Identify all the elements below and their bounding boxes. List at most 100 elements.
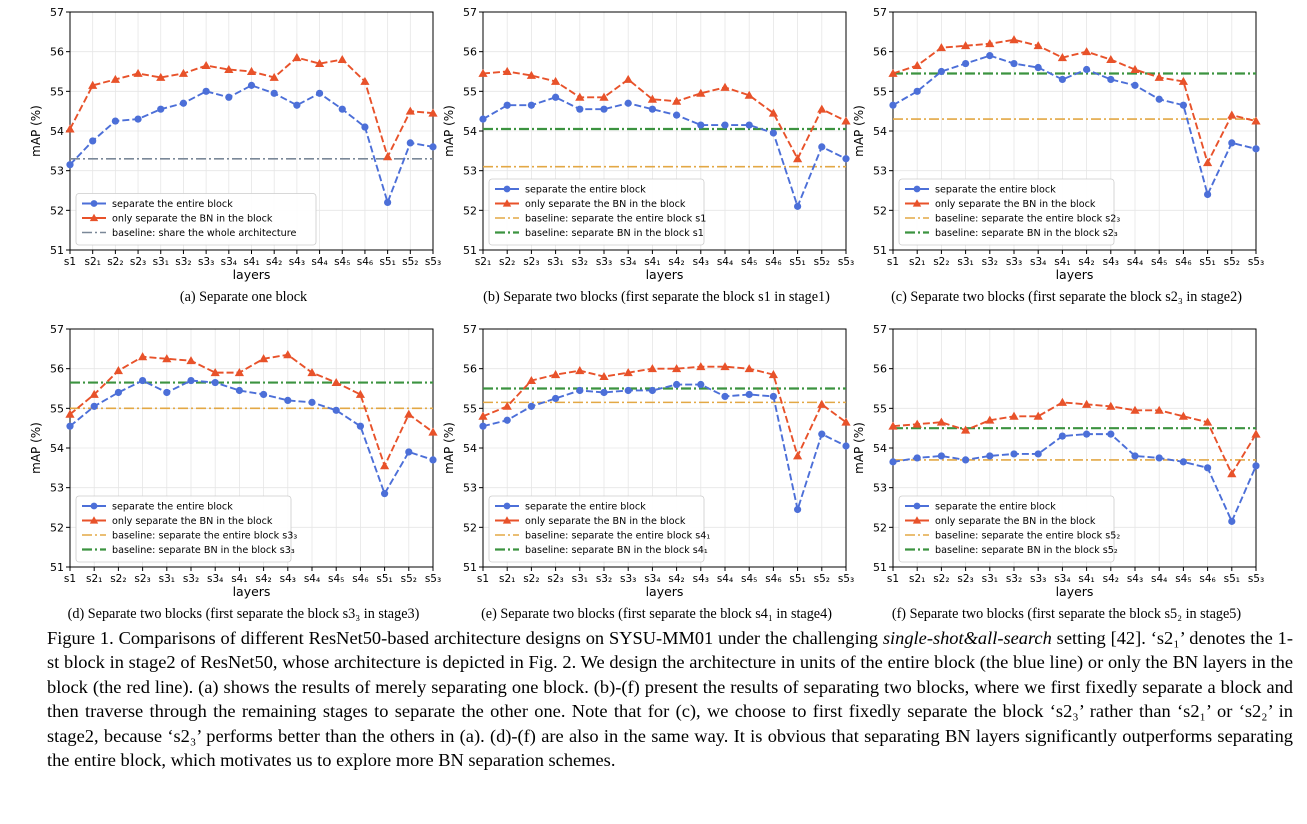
y-tick-label: 54 (50, 442, 64, 455)
data-point-bn-only (551, 76, 561, 85)
x-tick-label: s2₃ (957, 573, 973, 585)
x-tick-label: s3₃ (620, 573, 636, 585)
x-tick-label: s3₁ (159, 573, 175, 585)
y-tick-label: 51 (50, 244, 64, 257)
series-line-bn-only (482, 70, 847, 161)
x-tick-label: s4₅ (1175, 573, 1191, 585)
data-point-bn-only (599, 372, 609, 381)
legend-label: baseline: separate the entire block s1 (525, 214, 706, 225)
data-point-entire-block (315, 89, 324, 97)
data-point-bn-only (575, 366, 585, 375)
data-point-bn-only (744, 90, 754, 99)
data-point-entire-block (284, 396, 292, 404)
x-axis-label: layers (233, 584, 271, 599)
data-point-entire-block (1204, 464, 1212, 472)
legend-label: baseline: separate the entire block s2₃ (935, 214, 1120, 225)
data-point-bn-only (428, 108, 438, 117)
data-point-entire-block (552, 93, 560, 101)
data-point-entire-block (225, 93, 233, 101)
y-tick-label: 54 (463, 442, 477, 455)
data-point-bn-only (331, 377, 341, 386)
data-point-bn-only (502, 401, 512, 410)
data-point-bn-only (246, 66, 257, 75)
data-point-entire-block (576, 105, 584, 113)
data-point-bn-only (672, 96, 682, 105)
y-axis-label: mAP (%) (442, 105, 456, 157)
data-point-entire-block (1034, 63, 1042, 72)
data-point-bn-only (162, 354, 172, 363)
legend-label: baseline: separate BN in the block s1 (525, 228, 704, 239)
legend-label: separate the entire block (935, 502, 1056, 513)
x-tick-label: s4₃ (280, 573, 296, 585)
x-tick-label: s4₅ (1151, 256, 1167, 268)
data-point-bn-only (696, 362, 706, 371)
data-point-bn-only (259, 354, 269, 363)
x-tick-label: s4₂ (668, 256, 684, 268)
data-point-bn-only (307, 368, 317, 377)
data-point-bn-only (1251, 429, 1261, 438)
data-point-entire-block (576, 386, 584, 395)
data-point-bn-only (88, 80, 98, 89)
x-tick-label: s3₂ (175, 256, 191, 268)
data-point-entire-block (89, 137, 97, 145)
legend-label: only separate the BN in the block (112, 214, 273, 225)
legend: separate the entire block only separate t… (898, 495, 1120, 563)
x-tick-label: s3₄ (207, 573, 223, 585)
data-point-bn-only (841, 417, 851, 426)
legend-label: separate the entire block (525, 502, 646, 513)
legend-box (898, 178, 1115, 246)
data-point-bn-only (133, 68, 143, 77)
data-point-entire-block (293, 101, 301, 109)
y-tick-label: 56 (873, 363, 887, 376)
legend: separate the entire block only separate t… (488, 178, 706, 246)
data-point-entire-block (111, 117, 119, 125)
x-tick-label: s5₁ (1199, 256, 1215, 268)
legend: separate the entire block only separate t… (898, 178, 1120, 246)
x-tick-label: s2₂ (523, 573, 539, 585)
data-point-bn-only (793, 451, 803, 460)
legend-box (75, 193, 317, 246)
data-point-bn-only (985, 415, 995, 424)
y-tick-label: 52 (463, 204, 477, 217)
x-tick-label: s3₁ (957, 256, 973, 268)
x-tick-label: s5₃ (838, 256, 854, 268)
data-point-bn-only (888, 68, 898, 77)
data-point-entire-block (1010, 450, 1018, 458)
x-tick-label: s4₄ (1151, 573, 1167, 585)
data-point-entire-block (1228, 517, 1236, 525)
data-point-entire-block (1155, 454, 1163, 462)
data-point-entire-block (1228, 139, 1236, 147)
data-point-bn-only (672, 364, 682, 373)
data-point-entire-block (187, 376, 195, 385)
x-tick-label: s4₄ (717, 573, 733, 585)
x-tick-label: s2₁ (475, 256, 491, 268)
data-point-bn-only (234, 368, 244, 377)
data-point-entire-block (1204, 190, 1212, 199)
x-tick-label: s4₄ (311, 256, 327, 268)
x-tick-label: s2₃ (130, 256, 146, 268)
x-tick-label: s4₁ (243, 256, 259, 268)
panel-subtitle: (f) Separate two blocks (first separate … (892, 606, 1242, 622)
y-tick-label: 51 (873, 561, 887, 574)
x-tick-label: s2₂ (933, 256, 949, 268)
data-point-bn-only (360, 76, 370, 85)
legend-box (488, 495, 705, 563)
data-point-entire-block (794, 505, 802, 514)
panel-subtitle: (b) Separate two blocks (first separate … (483, 289, 830, 305)
data-point-entire-block (1058, 75, 1066, 84)
x-tick-label: s4₆ (357, 256, 373, 268)
x-tick-label: s4₄ (304, 573, 320, 585)
x-tick-label: s1 (477, 573, 489, 585)
x-tick-label: s4₅ (328, 573, 344, 585)
y-tick-label: 51 (50, 561, 64, 574)
data-point-entire-block (134, 115, 142, 123)
x-tick-label: s3₂ (572, 256, 588, 268)
data-point-entire-block (913, 87, 921, 95)
series-line-entire-block (482, 383, 847, 514)
data-point-entire-block (356, 422, 364, 430)
y-tick-label: 54 (873, 442, 887, 455)
legend-swatch-marker (913, 185, 921, 193)
series-line-bn-only (892, 38, 1257, 166)
data-point-bn-only (478, 411, 488, 420)
